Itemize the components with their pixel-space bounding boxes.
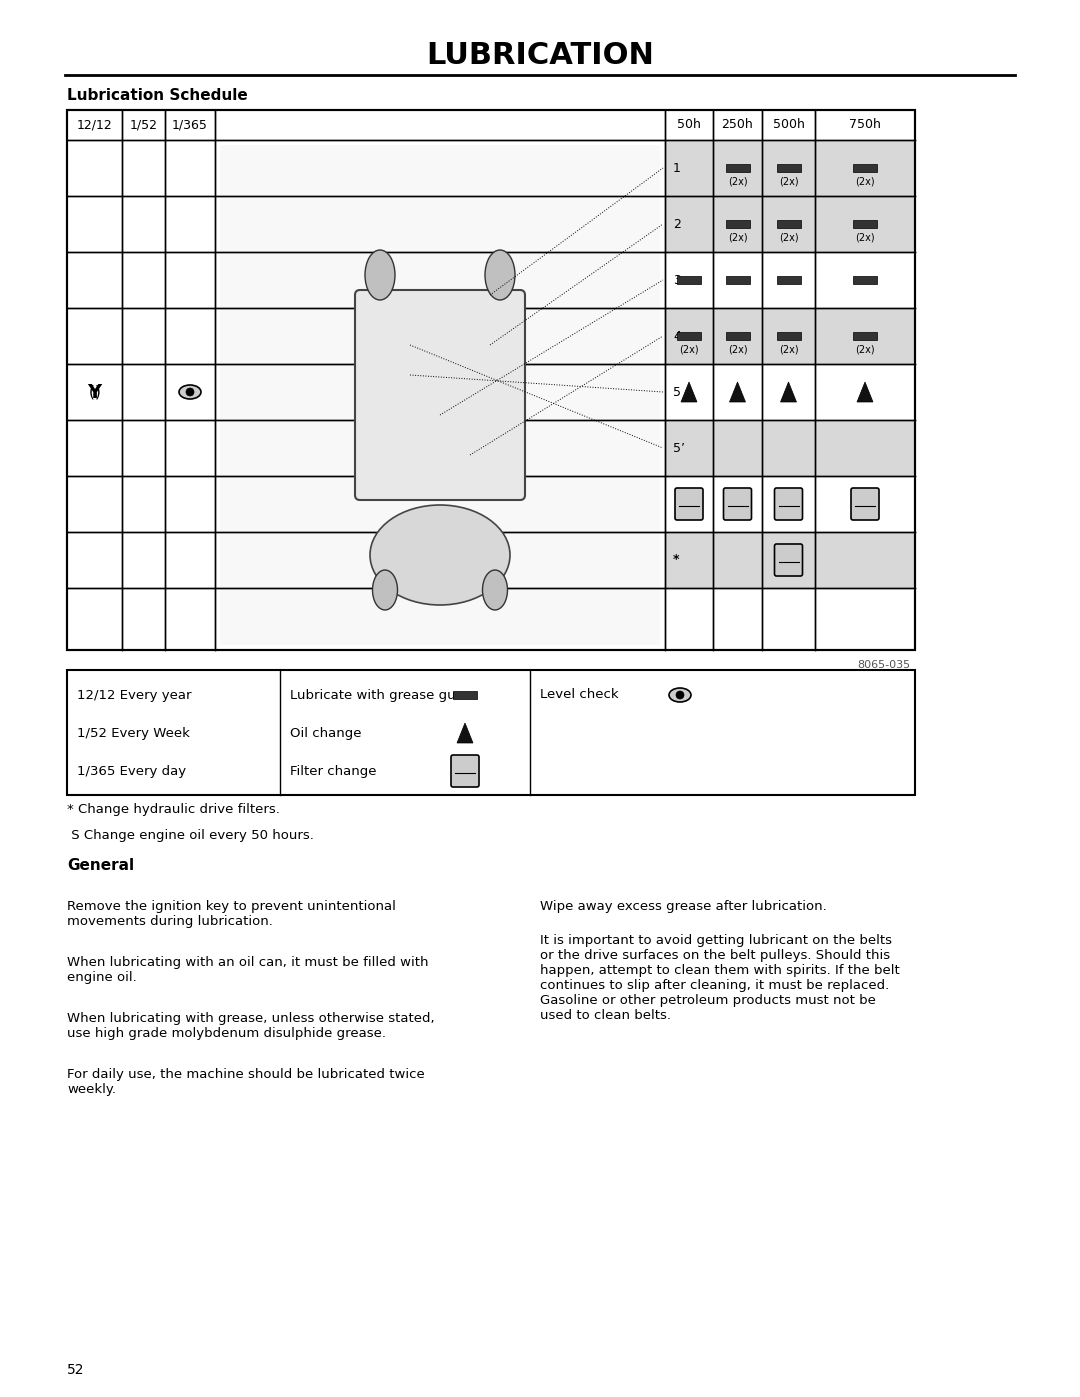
Text: Wipe away excess grease after lubrication.: Wipe away excess grease after lubricatio… (540, 900, 827, 914)
Bar (67, 110, 915, 650)
Bar (677, 277, 701, 284)
Bar (665, 196, 915, 251)
Text: 12/12: 12/12 (77, 119, 112, 131)
Text: (: ( (89, 384, 95, 400)
Bar (726, 277, 750, 284)
Text: 1/365 Every day: 1/365 Every day (77, 764, 186, 778)
Ellipse shape (365, 250, 395, 300)
Text: 1/52 Every Week: 1/52 Every Week (77, 726, 190, 739)
Bar (777, 332, 800, 339)
Text: (2x): (2x) (855, 345, 875, 355)
FancyBboxPatch shape (675, 488, 703, 520)
Text: 500h: 500h (772, 119, 805, 131)
Text: (2x): (2x) (679, 345, 699, 355)
Text: 5’: 5’ (673, 441, 685, 454)
Text: S Change engine oil every 50 hours.: S Change engine oil every 50 hours. (67, 828, 314, 841)
Bar (777, 277, 800, 284)
Text: (2x): (2x) (728, 233, 747, 243)
Text: 750h: 750h (849, 119, 881, 131)
Text: * Change hydraulic drive filters.: * Change hydraulic drive filters. (67, 803, 280, 816)
Text: 2: 2 (673, 218, 680, 231)
Text: 12/12 Every year: 12/12 Every year (77, 689, 191, 701)
Text: 3: 3 (673, 274, 680, 286)
Bar (665, 532, 915, 588)
Text: Lubricate with grease gun: Lubricate with grease gun (291, 689, 464, 701)
Text: (2x): (2x) (779, 233, 798, 243)
Text: 4: 4 (673, 330, 680, 342)
Bar (853, 277, 877, 284)
Text: 52: 52 (67, 1363, 84, 1377)
Bar (777, 163, 800, 172)
Bar (453, 692, 477, 698)
Ellipse shape (179, 386, 201, 400)
Bar (726, 219, 750, 228)
Bar (853, 163, 877, 172)
Bar (665, 307, 915, 365)
Circle shape (676, 692, 684, 698)
FancyBboxPatch shape (774, 488, 802, 520)
Bar (853, 332, 877, 339)
Text: Υ: Υ (87, 383, 102, 401)
Text: 5: 5 (673, 386, 681, 398)
Text: 8065-035: 8065-035 (856, 659, 910, 671)
Ellipse shape (485, 250, 515, 300)
Bar (220, 145, 660, 645)
Text: 50h: 50h (677, 119, 701, 131)
Text: (2x): (2x) (728, 177, 747, 187)
FancyBboxPatch shape (451, 754, 480, 787)
Text: LUBRICATION: LUBRICATION (427, 41, 653, 70)
Text: When lubricating with grease, unless otherwise stated,
use high grade molybdenum: When lubricating with grease, unless oth… (67, 1011, 434, 1039)
FancyBboxPatch shape (724, 488, 752, 520)
Ellipse shape (483, 570, 508, 610)
Text: Filter change: Filter change (291, 764, 377, 778)
Text: It is important to avoid getting lubricant on the belts
or the drive surfaces on: It is important to avoid getting lubrica… (540, 935, 900, 1023)
Text: 250h: 250h (721, 119, 754, 131)
Polygon shape (729, 381, 745, 402)
Text: 1/365: 1/365 (172, 119, 208, 131)
Text: 6: 6 (673, 497, 680, 510)
Bar (665, 420, 915, 476)
Ellipse shape (370, 504, 510, 605)
Bar (726, 332, 750, 339)
Text: Oil change: Oil change (291, 726, 362, 739)
Text: (2x): (2x) (728, 345, 747, 355)
Text: *: * (673, 553, 679, 567)
Bar (67, 671, 915, 795)
Bar (67, 110, 915, 650)
FancyBboxPatch shape (355, 291, 525, 500)
Text: Level check: Level check (540, 689, 619, 701)
Text: (2x): (2x) (779, 177, 798, 187)
Text: 1: 1 (673, 162, 680, 175)
Text: (2x): (2x) (855, 177, 875, 187)
Ellipse shape (373, 570, 397, 610)
Bar (726, 163, 750, 172)
Bar (853, 219, 877, 228)
Text: General: General (67, 858, 134, 873)
Text: 1/52: 1/52 (130, 119, 158, 131)
Bar (777, 219, 800, 228)
FancyBboxPatch shape (774, 543, 802, 576)
Bar (665, 140, 915, 196)
Text: When lubricating with an oil can, it must be filled with
engine oil.: When lubricating with an oil can, it mus… (67, 956, 429, 983)
Ellipse shape (669, 687, 691, 703)
FancyBboxPatch shape (851, 488, 879, 520)
Text: Lubrication Schedule: Lubrication Schedule (67, 88, 247, 102)
Polygon shape (858, 381, 873, 402)
Text: (2x): (2x) (779, 345, 798, 355)
Text: For daily use, the machine should be lubricated twice
weekly.: For daily use, the machine should be lub… (67, 1067, 424, 1097)
Polygon shape (457, 724, 473, 743)
Circle shape (186, 388, 194, 395)
Polygon shape (781, 381, 797, 402)
Text: Remove the ignition key to prevent unintentional
movements during lubrication.: Remove the ignition key to prevent unint… (67, 900, 396, 928)
Text: ): ) (95, 384, 100, 400)
Text: (2x): (2x) (855, 233, 875, 243)
Polygon shape (681, 381, 697, 402)
Bar (677, 332, 701, 339)
